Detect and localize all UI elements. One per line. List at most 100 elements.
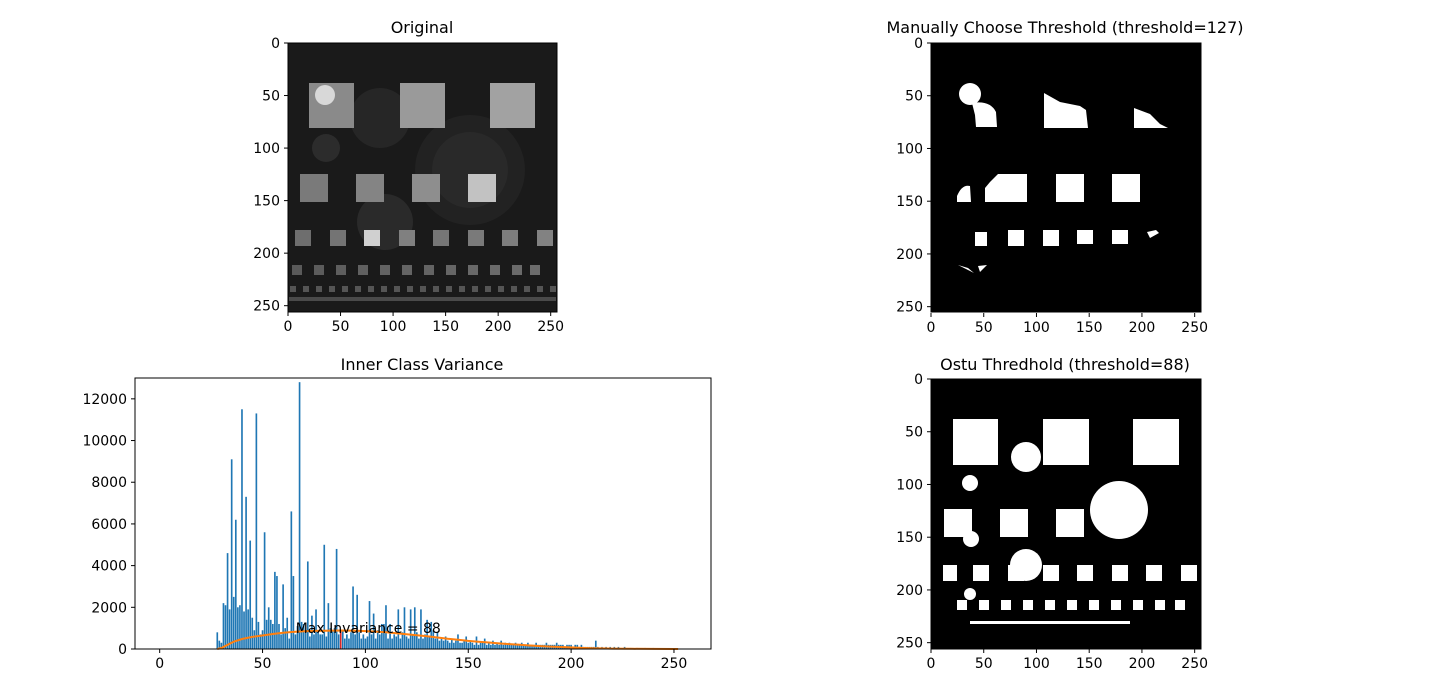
histogram-bar [228, 609, 231, 649]
x-tick-label: 100 [380, 319, 407, 335]
x-tick-label: 50 [975, 656, 993, 672]
y-tick-label: 6000 [91, 517, 127, 533]
histogram-bar [510, 644, 513, 649]
y-tick-label: 100 [253, 141, 280, 157]
y-tick-label: 0 [914, 372, 923, 388]
histogram-bar [440, 638, 443, 649]
x-tick-label: 250 [1181, 656, 1208, 672]
histogram-bar [383, 623, 385, 649]
histogram-bar [413, 607, 416, 649]
histogram-bar [516, 644, 519, 649]
y-tick-label: 100 [896, 477, 923, 493]
histogram-bar [459, 642, 461, 649]
histogram-bar [239, 605, 241, 649]
histogram-bar [344, 638, 346, 649]
histogram-bar [315, 609, 317, 649]
histogram-bar [364, 638, 367, 649]
histogram-bar [284, 628, 286, 649]
y-tick-label: 200 [896, 583, 923, 599]
y-tick-label: 150 [896, 530, 923, 546]
inner-class-variance-curve [217, 629, 679, 650]
histogram-bar [302, 623, 305, 649]
histogram-bar [531, 644, 533, 649]
y-tick-label: 100 [896, 141, 923, 157]
histogram-bar [381, 623, 383, 649]
y-tick-label: 0 [118, 642, 127, 658]
histogram-bar [280, 634, 282, 649]
histogram-bar [483, 638, 486, 649]
x-tick-label: 250 [1181, 320, 1208, 336]
histogram-bar [395, 636, 398, 649]
histogram-bar [348, 638, 350, 649]
histogram-bar [292, 576, 295, 649]
histogram-bar [444, 636, 447, 649]
histogram-bar [222, 603, 225, 649]
histogram-bar [300, 621, 303, 649]
histogram-bar [450, 638, 453, 649]
histogram-bar [397, 609, 400, 649]
histogram-bar [370, 634, 373, 649]
histogram-bar [243, 611, 245, 649]
histogram-bar [434, 638, 437, 649]
histogram-bar [494, 644, 496, 649]
x-tick-label: 0 [927, 656, 936, 672]
histogram-bar [267, 607, 270, 649]
histogram-bar [401, 632, 404, 649]
histogram-bar [358, 632, 361, 649]
histogram-bar [428, 636, 430, 649]
histogram-bar [220, 642, 223, 649]
histogram-bar [393, 634, 396, 649]
y-tick-label: 0 [271, 36, 280, 52]
y-tick-label: 50 [262, 89, 280, 105]
histogram-bar [263, 532, 266, 649]
x-tick-label: 250 [537, 319, 564, 335]
histogram-bar [488, 642, 490, 649]
histogram-bar [253, 630, 256, 649]
histogram-bar [327, 603, 330, 649]
histogram-bar [512, 644, 515, 649]
x-tick-label: 0 [284, 319, 293, 335]
histogram-bar [467, 642, 470, 649]
histogram-bar [288, 638, 291, 649]
y-tick-label: 250 [896, 636, 923, 652]
x-tick-label: 150 [1076, 320, 1103, 336]
original-image [288, 43, 557, 312]
histogram-bar [461, 642, 463, 649]
x-tick-label: 250 [661, 656, 688, 672]
y-tick-label: 50 [905, 89, 923, 105]
histogram-bar [234, 519, 237, 649]
histogram-bar [477, 644, 480, 649]
histogram-bar [356, 594, 358, 649]
histogram-bar [411, 634, 414, 649]
histogram-bar [352, 586, 354, 649]
y-tick-label: 250 [253, 299, 280, 315]
histogram-bar [409, 609, 412, 649]
x-tick-label: 200 [558, 656, 585, 672]
x-tick-label: 50 [254, 656, 272, 672]
histogram-bar [226, 553, 229, 649]
otsu-threshold-title: Ostu Thredhold (threshold=88) [940, 355, 1190, 374]
histogram-bar [498, 644, 500, 649]
histogram-bar [391, 638, 393, 649]
histogram-bar [416, 632, 418, 649]
histogram-bar [366, 636, 369, 649]
y-tick-label: 200 [253, 246, 280, 262]
histogram-bar [403, 607, 406, 649]
histogram-bar [432, 630, 435, 649]
histogram-bar [479, 642, 482, 649]
histogram-bar [525, 644, 527, 649]
y-tick-label: 150 [896, 194, 923, 210]
histogram-bar [436, 632, 439, 649]
y-tick-label: 150 [253, 194, 280, 210]
histogram-bar [473, 644, 476, 649]
histogram-bar [500, 640, 502, 649]
histogram-bar [319, 634, 321, 649]
histogram-bar [407, 638, 410, 649]
histogram-bar [309, 636, 311, 649]
histogram-bar [232, 596, 235, 649]
histogram-bar [492, 640, 494, 649]
y-tick-label: 2000 [91, 600, 127, 616]
histogram-bar [418, 638, 420, 649]
